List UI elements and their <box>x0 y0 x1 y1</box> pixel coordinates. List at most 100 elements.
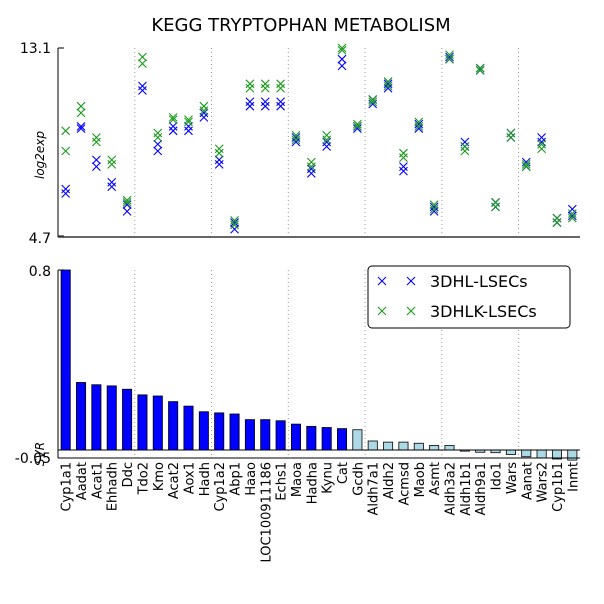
bar-xtick-label: Ddc <box>121 462 136 487</box>
scatter-point-dhlk <box>91 137 101 147</box>
scatter-point-dhl <box>153 139 163 149</box>
bar <box>521 449 532 458</box>
scatter-point-dhlk <box>260 79 270 89</box>
bar-xtick-label: Kmo <box>152 462 167 491</box>
scatter-point-dhl <box>214 159 224 169</box>
scatter-point-dhlk <box>352 119 362 129</box>
scatter-point-dhl <box>460 137 470 147</box>
scatter-point-dhl <box>521 157 531 167</box>
bar <box>290 423 301 451</box>
scatter-point-dhl <box>414 119 424 129</box>
scatter-point-dhl <box>337 54 347 64</box>
scatter-point-dhlk <box>168 112 178 122</box>
bar-xtick-label: Aox1 <box>183 462 198 494</box>
bar-panel: 0.8 -0.05 SVR Cyp1a1 Aadat Acat1 Ehhadh Ddc T… <box>15 264 582 563</box>
scatter-point-dhlk <box>475 63 485 73</box>
scatter-point-dhlk <box>214 148 224 158</box>
legend-marker-x <box>377 276 387 286</box>
bars <box>60 269 578 461</box>
scatter-point-dhlk <box>260 83 270 93</box>
bar-xtick-label: Wars <box>505 462 520 494</box>
scatter-point-dhl <box>291 133 301 142</box>
bar <box>505 449 516 455</box>
scatter-point-dhl <box>429 202 439 212</box>
scatter-point-dhlk <box>368 95 378 104</box>
scatter-point-dhlk <box>91 133 101 142</box>
bar-xtick-label: Tdo2 <box>136 462 151 495</box>
legend-box <box>367 265 571 329</box>
scatter-point-dhlk <box>122 198 132 207</box>
bar-xtick-label: LOC100911186 <box>259 462 274 563</box>
scatter-point-dhl <box>230 224 239 234</box>
legend-marker-1 <box>377 276 416 286</box>
bar <box>306 425 317 451</box>
scatter-point-dhlk <box>368 97 378 107</box>
scatter-point-dhlk <box>429 204 439 214</box>
scatter-point-dhlk <box>414 121 424 131</box>
bar <box>229 413 240 451</box>
scatter-point-dhl <box>107 182 117 192</box>
bar <box>352 429 363 451</box>
legend-marker-2 <box>377 306 416 316</box>
scatter-point-dhl <box>76 121 86 131</box>
scatter-point-dhl <box>306 168 316 178</box>
bar <box>106 385 117 451</box>
scatter-point-dhl <box>567 204 577 214</box>
scatter-point-dhlk <box>567 213 577 223</box>
bar <box>168 401 179 451</box>
scatter-point-dhlk <box>445 54 454 64</box>
bar-xtick-label: Cyp1b1 <box>551 462 566 512</box>
scatter-point-dhlk <box>168 115 178 125</box>
scatter-point-dhlk <box>276 83 286 93</box>
scatter-point-dhlk <box>306 162 316 172</box>
scatter-point-dhl <box>138 81 147 91</box>
legend-marker-x <box>406 276 416 286</box>
bar-xtick-label: Kynu <box>321 462 336 494</box>
scatter-ytick-label-top: 13.1 <box>20 41 51 57</box>
bar-xtick-label: Hadh <box>198 462 213 496</box>
scatter-point-dhlk <box>291 130 301 140</box>
bar <box>122 388 133 451</box>
scatter-point-dhlk <box>491 198 500 207</box>
scatter-point-dhl <box>368 99 378 109</box>
scatter-point-dhl <box>199 108 209 118</box>
scatter-point-dhl <box>399 166 408 176</box>
scatter-point-dhlk <box>107 155 117 165</box>
legend-label-2: 3DHLK-LSECs <box>430 302 537 321</box>
bar <box>76 382 87 451</box>
bar-xtick-label: Cyp1a1 <box>60 462 75 512</box>
scatter-point-dhlk <box>337 45 347 55</box>
bar <box>321 427 332 451</box>
scatter-point-dhlk <box>322 135 332 145</box>
scatter-point-dhlk <box>552 213 562 223</box>
scatter-point-dhl <box>61 184 71 194</box>
scatter-point-dhl <box>260 101 270 111</box>
scatter-ylabel: log2exp <box>33 131 47 179</box>
bar-xtick-label: Hadha <box>305 462 320 504</box>
scatter-point-dhl <box>352 124 362 133</box>
scatter-points <box>61 43 577 234</box>
scatter-point-dhl <box>184 126 193 136</box>
scatter-point-dhl <box>567 211 577 221</box>
scatter-point-dhlk <box>230 215 239 225</box>
bar <box>260 419 271 451</box>
scatter-point-dhlk <box>506 133 516 142</box>
scatter-point-dhl <box>245 101 255 111</box>
bar <box>183 405 194 451</box>
scatter-panel: 13.1 4.7 log2exp <box>20 41 580 247</box>
scatter-point-dhlk <box>153 128 163 138</box>
scatter-point-dhlk <box>352 121 362 131</box>
bar <box>383 441 394 451</box>
bar <box>567 449 578 461</box>
scatter-point-dhl <box>230 218 239 227</box>
bar-xtick-label: Abp1 <box>229 462 244 496</box>
scatter-point-dhlk <box>199 106 209 116</box>
bar <box>275 420 286 451</box>
scatter-point-dhlk <box>491 202 500 212</box>
scatter-point-dhlk <box>337 43 347 53</box>
scatter-point-dhlk <box>552 218 562 227</box>
scatter-point-dhl <box>383 83 393 93</box>
bar-xtick-label: Cyp1a2 <box>213 462 228 512</box>
scatter-point-dhlk <box>537 144 547 154</box>
